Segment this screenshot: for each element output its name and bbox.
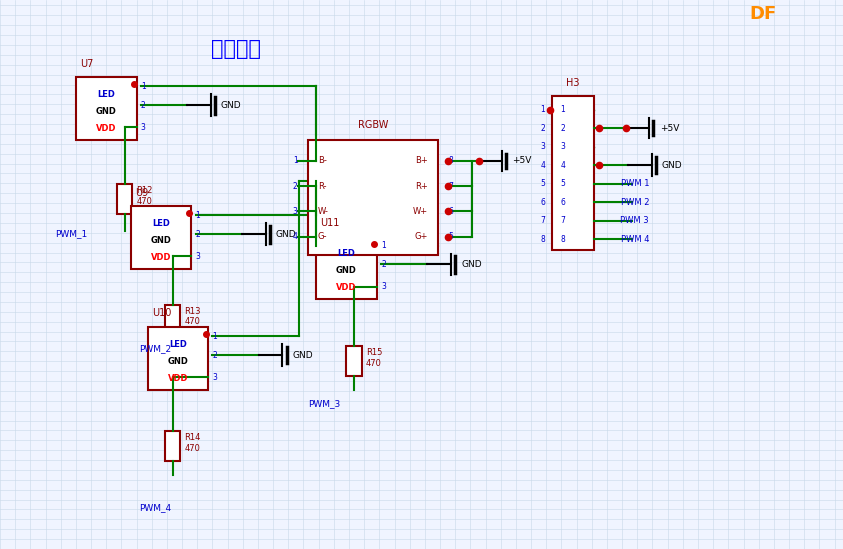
Text: LED: LED (152, 219, 170, 228)
Text: GND: GND (336, 266, 357, 275)
Text: PWM_1: PWM_1 (55, 229, 87, 238)
Text: GND: GND (461, 260, 481, 269)
Text: 1: 1 (141, 82, 146, 91)
Text: 1: 1 (212, 332, 217, 340)
FancyBboxPatch shape (308, 140, 438, 255)
Text: 3: 3 (381, 282, 386, 291)
Text: 7: 7 (540, 216, 545, 225)
Text: GND: GND (662, 161, 682, 170)
Text: 5: 5 (540, 179, 545, 188)
Text: GND: GND (276, 230, 296, 239)
Text: 2: 2 (540, 124, 545, 133)
Text: 3: 3 (540, 142, 545, 152)
Text: PWM 1: PWM 1 (620, 179, 649, 188)
Text: R-: R- (318, 182, 326, 191)
FancyBboxPatch shape (131, 206, 191, 269)
Text: RGBW: RGBW (357, 120, 389, 130)
Text: GND: GND (221, 101, 241, 110)
FancyBboxPatch shape (148, 327, 208, 390)
Text: 3: 3 (212, 373, 217, 382)
Text: GND: GND (293, 351, 313, 360)
Text: 6: 6 (561, 198, 566, 206)
Text: 2: 2 (212, 351, 217, 360)
Text: U7: U7 (80, 59, 94, 69)
Text: U11: U11 (320, 218, 340, 228)
Text: GND: GND (168, 357, 188, 366)
Bar (165, 305, 180, 335)
Text: 4: 4 (293, 232, 298, 242)
Text: U9: U9 (135, 188, 148, 198)
Text: PWM 4: PWM 4 (620, 234, 649, 244)
Text: PWM_2: PWM_2 (139, 344, 171, 353)
Text: 1: 1 (196, 211, 201, 220)
Text: PWM_4: PWM_4 (139, 503, 171, 512)
Text: LED: LED (97, 90, 115, 99)
Text: 2: 2 (293, 182, 298, 191)
Text: VDD: VDD (168, 374, 188, 383)
Text: R13
470: R13 470 (185, 307, 201, 327)
Text: 1: 1 (381, 241, 386, 250)
Text: 6: 6 (540, 198, 545, 206)
Bar (165, 431, 180, 461)
Text: +5V: +5V (513, 156, 532, 165)
Text: 8: 8 (561, 234, 566, 244)
Text: LED: LED (169, 340, 187, 349)
Text: 5: 5 (561, 179, 566, 188)
Text: R15
470: R15 470 (366, 348, 382, 368)
Text: 6: 6 (448, 207, 454, 216)
Text: 3: 3 (293, 207, 298, 216)
Text: 7: 7 (448, 182, 454, 191)
Text: LED: LED (337, 249, 356, 258)
Text: VDD: VDD (96, 124, 116, 133)
Text: R12
470: R12 470 (137, 186, 153, 206)
Text: +5V: +5V (660, 124, 679, 133)
Bar (117, 184, 132, 214)
Text: H3: H3 (566, 78, 580, 88)
Text: R+: R+ (416, 182, 428, 191)
FancyBboxPatch shape (316, 236, 377, 299)
Text: PWM_3: PWM_3 (308, 399, 340, 408)
Text: 2: 2 (196, 230, 201, 239)
FancyBboxPatch shape (552, 96, 594, 250)
Text: B+: B+ (416, 156, 428, 165)
Text: R14
470: R14 470 (185, 433, 201, 453)
Text: 1: 1 (540, 105, 545, 114)
Text: 恒流驱动: 恒流驱动 (211, 40, 261, 59)
Text: 8: 8 (448, 156, 454, 165)
Text: W+: W+ (413, 207, 428, 216)
Text: 2: 2 (381, 260, 386, 269)
Text: G+: G+ (415, 232, 428, 242)
Text: GND: GND (151, 236, 171, 245)
Text: B-: B- (318, 156, 327, 165)
Text: G-: G- (318, 232, 327, 242)
Text: 1: 1 (561, 105, 566, 114)
Text: U10: U10 (152, 309, 171, 318)
Bar (346, 346, 362, 376)
Text: VDD: VDD (336, 283, 357, 292)
Text: 7: 7 (561, 216, 566, 225)
Text: 3: 3 (141, 123, 146, 132)
Text: DF: DF (749, 5, 776, 23)
Text: PWM 2: PWM 2 (620, 198, 649, 206)
Text: 5: 5 (448, 232, 454, 242)
Text: 3: 3 (561, 142, 566, 152)
Text: PWM 3: PWM 3 (620, 216, 649, 225)
Text: W-: W- (318, 207, 329, 216)
Text: GND: GND (96, 107, 116, 116)
Text: 8: 8 (540, 234, 545, 244)
Text: 4: 4 (561, 161, 566, 170)
Text: 3: 3 (196, 252, 201, 261)
Text: 4: 4 (540, 161, 545, 170)
Text: VDD: VDD (151, 253, 171, 262)
Text: 2: 2 (561, 124, 566, 133)
FancyBboxPatch shape (76, 77, 137, 140)
Text: 1: 1 (293, 156, 298, 165)
Text: 2: 2 (141, 101, 146, 110)
